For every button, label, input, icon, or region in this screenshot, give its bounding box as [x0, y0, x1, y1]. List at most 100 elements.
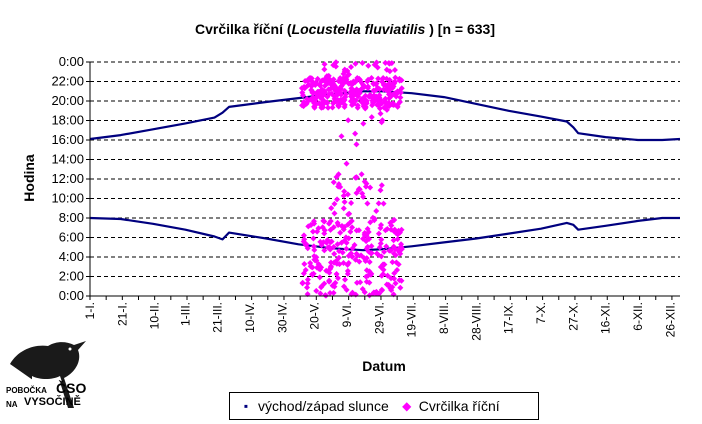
scatter-point [308, 97, 315, 104]
scatter-point [384, 226, 391, 233]
scatter-point [353, 91, 360, 98]
scatter-point [372, 81, 379, 88]
scatter-point [333, 173, 340, 180]
scatter-point [377, 187, 384, 194]
scatter-point [364, 200, 371, 207]
scatter-point [301, 260, 308, 267]
scatter-point [376, 99, 383, 106]
scatter-point [340, 226, 347, 233]
scatter-point [345, 117, 352, 124]
scatter-point [388, 226, 395, 233]
scatter-point [366, 236, 373, 243]
scatter-point [362, 258, 369, 265]
scatter-point [373, 208, 380, 215]
scatter-point [309, 78, 316, 85]
y-tick-label: 16:00 [51, 132, 84, 147]
scatter-point [313, 287, 320, 294]
scatter-point [348, 250, 355, 257]
scatter-point [333, 98, 340, 105]
scatter-point [349, 245, 356, 252]
scatter-point [363, 245, 370, 252]
scatter-point [321, 61, 328, 68]
scatter-point [331, 210, 338, 217]
scatter-point [346, 210, 353, 217]
scatter-point [375, 200, 382, 207]
scatter-point [319, 101, 326, 108]
scatter-point [394, 267, 401, 274]
scatter-point [316, 274, 323, 281]
scatter-point [313, 257, 320, 264]
scatter-point [333, 270, 340, 277]
scatter-point [375, 252, 382, 259]
scatter-point [330, 62, 337, 69]
scatter-point [340, 95, 347, 102]
scatter-point [378, 253, 385, 260]
sun-lines [89, 90, 681, 252]
scatter-point [368, 114, 375, 121]
y-tick-label: 4:00 [59, 249, 84, 264]
scatter-point [382, 95, 389, 102]
y-tick-label: 6:00 [59, 230, 84, 245]
scatter-point [316, 94, 323, 101]
scatter-point [321, 230, 328, 237]
scatter-point [378, 221, 385, 228]
scatter-point [391, 66, 398, 73]
scatter-point [337, 229, 344, 236]
scatter-point [368, 250, 375, 257]
scatter-point [369, 102, 376, 109]
legend: ▪ východ/západ slunce ◆ Cvrčilka říční [229, 392, 539, 420]
scatter-point [334, 219, 341, 226]
y-tick-label: 20:00 [51, 93, 84, 108]
scatter-point [326, 277, 333, 284]
scatter-point [376, 244, 383, 251]
legend-dash-marker: ▪ [243, 399, 249, 413]
scatter-point [352, 60, 359, 67]
scatter-point [301, 236, 308, 243]
scatter-point [323, 239, 330, 246]
scatter-point [383, 281, 390, 288]
gridlines [90, 61, 680, 277]
scatter-point [331, 200, 338, 207]
scatter-point [396, 277, 403, 284]
scatter-point [359, 235, 366, 242]
scatter-point [381, 81, 388, 88]
scatter-point [347, 228, 354, 235]
scatter-point [377, 110, 384, 117]
scatter-point [381, 248, 388, 255]
scatter-point [393, 230, 400, 237]
scatter-point [360, 193, 367, 200]
scatter-point [341, 198, 348, 205]
scatter-point [366, 268, 373, 275]
x-tick-label: 6-XII. [631, 302, 645, 331]
y-tick-label: 18:00 [51, 113, 84, 128]
scatter-point [321, 218, 328, 225]
scatter-point [314, 75, 321, 82]
scatter-point [313, 254, 320, 261]
scatter-point [358, 171, 365, 178]
scatter-point [380, 261, 387, 268]
scatter-point [397, 284, 404, 291]
scatter-point [330, 76, 337, 83]
scatter-point [340, 205, 347, 212]
scatter-point [395, 247, 402, 254]
scatter-point [342, 276, 349, 283]
scatter-point [391, 80, 398, 87]
legend-item-bird: ◆ Cvrčilka říční [399, 398, 500, 414]
scatter-point [354, 279, 361, 286]
scatter-point [310, 235, 317, 242]
scatter-point [353, 189, 360, 196]
scatter-point [366, 259, 373, 266]
scatter-point [397, 94, 404, 101]
scatter-points [298, 59, 405, 299]
scatter-point [361, 289, 368, 296]
scatter-point [344, 270, 351, 277]
y-tick-label: 8:00 [59, 210, 84, 225]
legend-label-sun: východ/západ slunce [258, 398, 389, 414]
scatter-point [316, 82, 323, 89]
scatter-point [386, 68, 393, 75]
scatter-point [299, 280, 306, 287]
scatter-point [307, 259, 314, 266]
scatter-point [341, 188, 348, 195]
scatter-point [310, 89, 317, 96]
scatter-point [317, 290, 324, 297]
